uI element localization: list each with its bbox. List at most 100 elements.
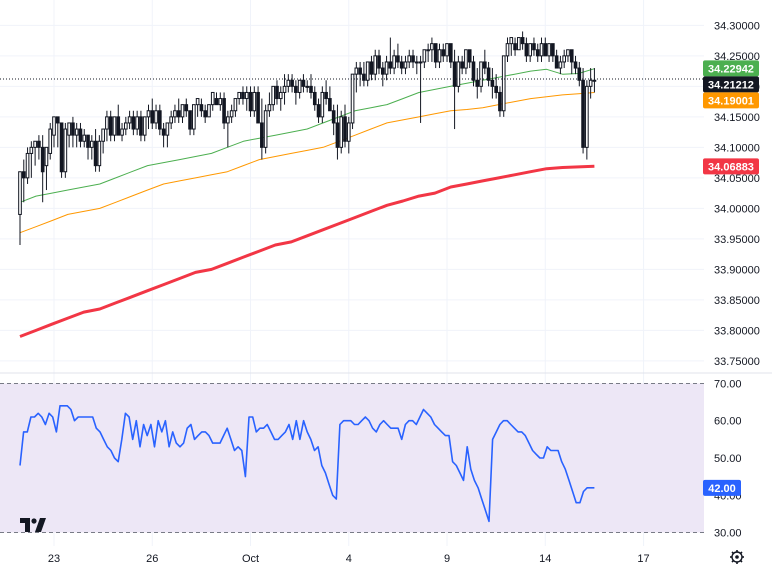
price-tag-label: 34.19001 <box>708 95 754 107</box>
candle-body <box>498 91 502 112</box>
time-tick-label: 26 <box>146 553 158 565</box>
candle <box>566 49 570 62</box>
candle-body <box>226 116 230 124</box>
candle-body <box>37 140 41 148</box>
candle-body <box>241 91 245 100</box>
candle <box>195 98 200 117</box>
candle-body <box>203 110 207 118</box>
candle <box>142 116 147 142</box>
candle-body <box>67 122 71 136</box>
candle <box>252 86 257 117</box>
rsi-value-tag: 42.00 <box>703 479 741 496</box>
candle <box>335 104 340 160</box>
candle <box>184 98 189 117</box>
candle <box>441 43 446 62</box>
candle <box>101 128 105 154</box>
candle-body <box>316 104 321 118</box>
price-tag-label: 34.22942 <box>708 63 754 75</box>
candle-body <box>392 55 396 69</box>
candle <box>539 37 544 62</box>
candle <box>210 91 215 111</box>
price-tag-bg <box>703 60 759 77</box>
candle <box>573 55 578 75</box>
candle-body <box>63 128 68 173</box>
candle-body <box>71 122 75 136</box>
price-tick-label: 34.05000 <box>714 173 760 185</box>
candle-body <box>301 79 306 87</box>
candle-body <box>486 67 491 81</box>
candle <box>267 92 272 117</box>
candle <box>154 104 158 130</box>
candle <box>430 37 434 62</box>
candle-body <box>127 116 132 124</box>
candle <box>135 110 139 136</box>
moving-averages <box>19 68 595 338</box>
price-tag-label: 34.21212 <box>708 79 754 91</box>
candle <box>547 43 551 62</box>
time-tick-label: 17 <box>637 553 649 565</box>
candle-body <box>44 146 49 167</box>
candle-body <box>309 85 313 93</box>
candle-body <box>59 122 64 173</box>
candle <box>165 122 170 148</box>
candle-body <box>354 67 359 75</box>
price-tag-bg <box>703 92 759 109</box>
candle <box>237 91 242 105</box>
candle <box>290 74 294 93</box>
candle-body <box>25 152 30 179</box>
candle <box>577 61 582 87</box>
candle-body <box>384 61 389 75</box>
candle <box>312 86 317 111</box>
candle <box>464 49 468 75</box>
candle <box>554 49 559 69</box>
candle-body <box>282 85 287 93</box>
time-axis[interactable]: 23 26 Oct 4 9 14 17 <box>48 553 650 565</box>
candle <box>218 92 223 111</box>
candle-body <box>161 128 166 136</box>
rsi-series <box>19 404 595 523</box>
candle <box>309 74 313 99</box>
price-tick-label: 34.00000 <box>714 203 760 215</box>
tradingview-logo-icon[interactable] <box>20 518 46 532</box>
price-axis[interactable]: 33.75000 33.80000 33.85000 33.90000 33.95000… <box>714 20 760 368</box>
candle <box>233 98 238 117</box>
candle <box>588 68 593 99</box>
price-tick-label: 33.95000 <box>714 234 760 246</box>
candle <box>256 86 260 124</box>
candle-body <box>82 134 87 142</box>
candle <box>71 116 75 148</box>
candle <box>592 68 597 93</box>
candle-body <box>517 37 521 51</box>
candle <box>158 104 162 136</box>
gear-icon[interactable] <box>730 550 744 564</box>
candle <box>513 37 517 56</box>
candle <box>120 122 124 142</box>
candle-body <box>55 116 60 124</box>
candle-body <box>260 122 264 148</box>
candle <box>55 116 60 148</box>
candle-body <box>592 79 597 82</box>
candle-body <box>346 122 351 142</box>
candle-body <box>566 49 570 57</box>
candle-body <box>452 61 457 87</box>
candle-body <box>414 61 419 64</box>
candle-body <box>176 110 181 118</box>
candle <box>222 92 226 130</box>
time-tick-label: Oct <box>242 553 259 565</box>
candle <box>146 104 151 130</box>
candle <box>301 74 306 93</box>
candle-body <box>475 79 480 87</box>
price-tick-label: 34.10000 <box>714 142 760 154</box>
candle-body <box>358 67 362 75</box>
rsi-line <box>19 404 595 523</box>
rsi-tag-label: 42.00 <box>708 483 736 495</box>
candle <box>248 86 253 117</box>
candle <box>286 74 291 93</box>
candle <box>59 122 64 178</box>
candle-body <box>588 79 593 87</box>
candle-body <box>339 116 344 148</box>
candle <box>517 37 521 51</box>
candle <box>437 43 442 69</box>
